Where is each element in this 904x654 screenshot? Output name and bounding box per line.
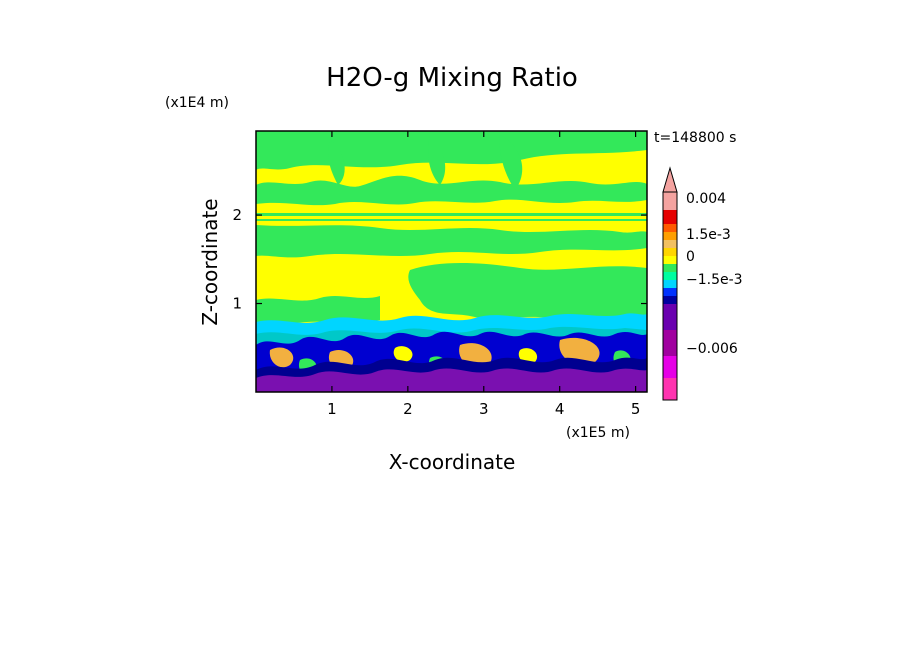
green-band-top	[256, 131, 647, 170]
colorbar-label-1: 1.5e-3	[686, 227, 731, 243]
colorbar-segment-14	[663, 356, 677, 378]
colorbar-segment-12	[663, 304, 677, 330]
colorbar-frame	[662, 191, 678, 401]
colorbar-label-3: −1.5e-3	[686, 272, 743, 288]
colorbar-segment-1	[663, 210, 677, 224]
green-region-left	[256, 296, 380, 325]
x-tick-label-3: 4	[555, 400, 565, 418]
x-tick-label-2: 3	[479, 400, 489, 418]
y-axis-label: Z-coordinate	[198, 198, 222, 325]
y-axis: 12	[232, 206, 647, 313]
purple-bottom	[256, 368, 647, 392]
colorbar-segment-5	[663, 248, 677, 256]
green-band-mid	[256, 225, 647, 258]
green-stripe-2	[256, 219, 647, 221]
mixing-ratio-field	[256, 131, 647, 392]
colorbar-arrow	[662, 166, 678, 193]
colorbar-label-4: −0.006	[686, 341, 738, 357]
colorbar-segment-2	[663, 224, 677, 232]
colorbar-segment-4	[663, 240, 677, 248]
green-patch-4	[327, 140, 345, 185]
green-stripe-1	[256, 213, 647, 216]
x-axis-label: X-coordinate	[389, 450, 516, 474]
colorbar-tick-labels: 0.004 1.5e-3 0 −1.5e-3 −0.006	[686, 191, 743, 357]
chart-title: H2O-g Mixing Ratio	[326, 63, 578, 93]
colorbar-label-2: 0	[686, 249, 695, 265]
plot-frame	[255, 130, 648, 393]
colorbar-segment-8	[663, 272, 677, 280]
x-unit-label: (x1E5 m)	[566, 425, 630, 441]
x-tick-label-1: 2	[403, 400, 413, 418]
colorbar-segment-11	[663, 296, 677, 304]
green-patch-1	[256, 175, 647, 206]
colorbar-segment-10	[663, 288, 677, 296]
x-axis: 1 2 3 4 5	[327, 131, 640, 418]
colorbar-segment-0	[663, 192, 677, 210]
y-unit-label: (x1E4 m)	[165, 95, 229, 111]
colorbar-segment-13	[663, 330, 677, 356]
green-patch-2	[428, 136, 446, 185]
colorbar	[662, 166, 678, 401]
green-patch-3	[499, 135, 523, 190]
colorbar-segment-15	[663, 378, 677, 400]
colorbar-segment-3	[663, 232, 677, 240]
colorbar-segment-9	[663, 280, 677, 288]
time-label: t=148800 s	[654, 130, 736, 146]
orange-swirl-1	[269, 347, 294, 368]
x-tick-label-0: 1	[327, 400, 337, 418]
x-tick-label-4: 5	[631, 400, 641, 418]
colorbar-label-0: 0.004	[686, 191, 726, 207]
colorbar-segment-6	[663, 256, 677, 264]
colorbar-segment-7	[663, 264, 677, 272]
green-region-center	[408, 263, 647, 320]
y-tick-label-1: 2	[232, 206, 242, 224]
yellow-swirl-1	[393, 346, 413, 362]
y-tick-label-0: 1	[232, 295, 242, 313]
